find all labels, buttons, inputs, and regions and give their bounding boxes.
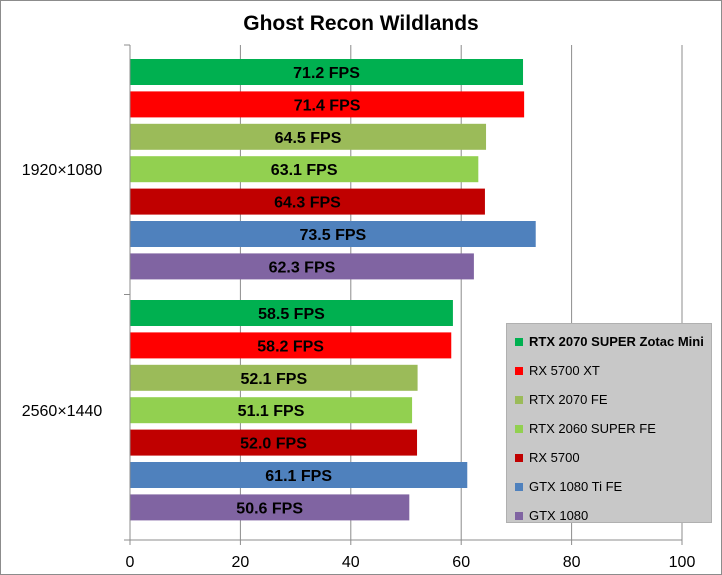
bar <box>130 91 525 118</box>
data-label: 64.3 FPS <box>274 195 341 212</box>
legend-label: RTX 2060 SUPER FE <box>529 421 656 436</box>
legend-item: RTX 2070 FE <box>507 385 711 414</box>
x-tick-label: 0 <box>126 554 135 571</box>
legend-label: RTX 2070 SUPER Zotac Mini <box>529 334 704 349</box>
legend-item: GTX 1080 Ti FE <box>507 472 711 501</box>
legend-item: RX 5700 <box>507 443 711 472</box>
data-label: 50.6 FPS <box>236 500 303 517</box>
x-tick-label: 80 <box>563 554 581 571</box>
bar <box>130 429 418 456</box>
x-tick-label: 100 <box>669 554 696 571</box>
data-label: 71.2 FPS <box>293 65 360 82</box>
legend-swatch <box>515 366 523 375</box>
legend-swatch <box>515 453 523 462</box>
data-label: 52.0 FPS <box>240 436 307 453</box>
chart-legend: RTX 2070 SUPER Zotac Mini RX 5700 XT RTX 2… <box>506 323 712 523</box>
bar <box>130 300 453 326</box>
x-tick-label: 60 <box>452 554 470 571</box>
legend-label: GTX 1080 <box>529 508 589 523</box>
legend-item: RTX 2060 SUPER FE <box>507 414 711 443</box>
data-label: 51.1 FPS <box>238 403 305 420</box>
legend-swatch <box>515 482 523 491</box>
category-tick-label: 2560×1440 <box>22 403 103 420</box>
chart-title: Ghost Recon Wildlands <box>243 12 479 35</box>
legend-label: GTX 1080 Ti FE <box>529 479 623 494</box>
legend-label: RTX 2070 FE <box>529 392 608 407</box>
legend-swatch <box>515 395 523 404</box>
data-label: 58.5 FPS <box>258 306 325 323</box>
legend-label: RX 5700 XT <box>529 363 600 378</box>
bar <box>130 364 418 391</box>
bar <box>130 59 524 85</box>
bar <box>130 188 485 215</box>
data-label: 73.5 FPS <box>300 227 367 244</box>
category-tick-label: 1920×1080 <box>22 162 103 179</box>
bar <box>130 221 536 247</box>
data-label: 64.5 FPS <box>275 130 342 147</box>
data-label: 58.2 FPS <box>257 338 324 355</box>
data-label: 52.1 FPS <box>240 371 307 388</box>
bar <box>130 156 479 183</box>
bar <box>130 494 410 521</box>
legend-swatch <box>515 337 523 346</box>
legend-swatch <box>515 424 523 433</box>
bar <box>130 253 474 280</box>
bar <box>130 123 487 150</box>
data-label: 61.1 FPS <box>265 468 332 485</box>
bar <box>130 332 452 359</box>
data-label: 63.1 FPS <box>271 162 338 179</box>
x-tick-label: 40 <box>342 554 360 571</box>
bar <box>130 397 413 424</box>
x-tick-label: 20 <box>232 554 250 571</box>
bar <box>130 462 468 488</box>
data-label: 62.3 FPS <box>269 259 336 276</box>
legend-item: GTX 1080 <box>507 501 711 530</box>
legend-item: RTX 2070 SUPER Zotac Mini <box>507 327 711 356</box>
legend-item: RX 5700 XT <box>507 356 711 385</box>
data-label: 71.4 FPS <box>294 97 361 114</box>
legend-swatch <box>515 511 523 520</box>
legend-label: RX 5700 <box>529 450 580 465</box>
